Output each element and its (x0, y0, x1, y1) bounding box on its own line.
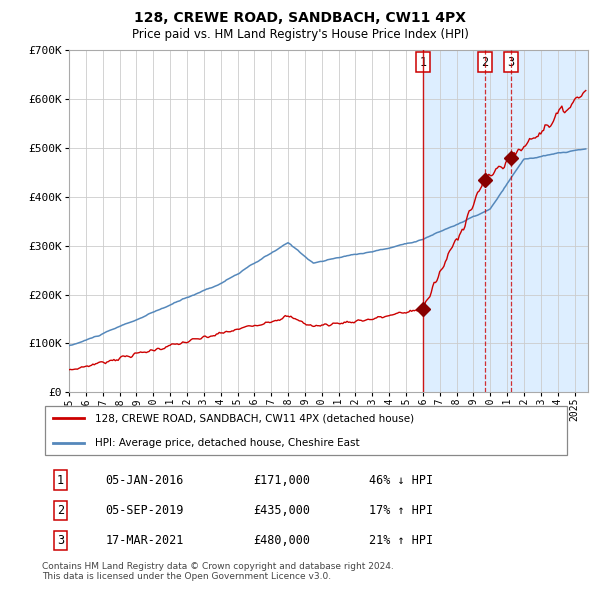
Text: 3: 3 (57, 534, 64, 547)
Text: 3: 3 (507, 55, 514, 68)
Text: HPI: Average price, detached house, Cheshire East: HPI: Average price, detached house, Ches… (95, 438, 359, 448)
Text: £171,000: £171,000 (253, 474, 310, 487)
Text: 2: 2 (481, 55, 488, 68)
Text: £435,000: £435,000 (253, 504, 310, 517)
Text: 1: 1 (57, 474, 64, 487)
Text: 17% ↑ HPI: 17% ↑ HPI (370, 504, 433, 517)
Text: 21% ↑ HPI: 21% ↑ HPI (370, 534, 433, 547)
Text: £480,000: £480,000 (253, 534, 310, 547)
Text: 05-SEP-2019: 05-SEP-2019 (106, 504, 184, 517)
FancyBboxPatch shape (44, 407, 568, 455)
Text: 128, CREWE ROAD, SANDBACH, CW11 4PX (detached house): 128, CREWE ROAD, SANDBACH, CW11 4PX (det… (95, 414, 414, 424)
Text: 46% ↓ HPI: 46% ↓ HPI (370, 474, 433, 487)
Text: Price paid vs. HM Land Registry's House Price Index (HPI): Price paid vs. HM Land Registry's House … (131, 28, 469, 41)
Text: 1: 1 (419, 55, 427, 68)
Text: 128, CREWE ROAD, SANDBACH, CW11 4PX: 128, CREWE ROAD, SANDBACH, CW11 4PX (134, 11, 466, 25)
Text: Contains HM Land Registry data © Crown copyright and database right 2024.
This d: Contains HM Land Registry data © Crown c… (42, 562, 394, 581)
Text: 05-JAN-2016: 05-JAN-2016 (106, 474, 184, 487)
Text: 17-MAR-2021: 17-MAR-2021 (106, 534, 184, 547)
Bar (423, 50, 600, 392)
Text: 2: 2 (57, 504, 64, 517)
